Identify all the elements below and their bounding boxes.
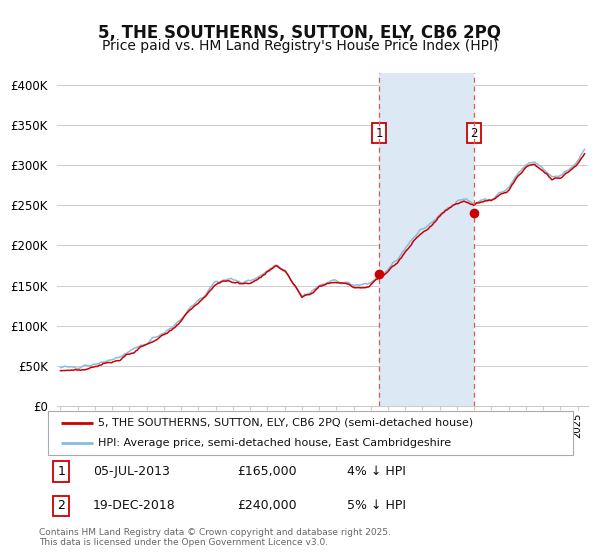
- Text: Price paid vs. HM Land Registry's House Price Index (HPI): Price paid vs. HM Land Registry's House …: [102, 39, 498, 53]
- Text: £165,000: £165,000: [237, 465, 296, 478]
- Text: 5, THE SOUTHERNS, SUTTON, ELY, CB6 2PQ: 5, THE SOUTHERNS, SUTTON, ELY, CB6 2PQ: [98, 24, 502, 42]
- Text: 5% ↓ HPI: 5% ↓ HPI: [347, 500, 406, 512]
- Text: £240,000: £240,000: [237, 500, 296, 512]
- Text: 19-DEC-2018: 19-DEC-2018: [92, 500, 175, 512]
- Text: 05-JUL-2013: 05-JUL-2013: [92, 465, 170, 478]
- Bar: [379, 73, 473, 406]
- Text: 2: 2: [470, 127, 478, 139]
- Text: 1: 1: [57, 465, 65, 478]
- Text: 5, THE SOUTHERNS, SUTTON, ELY, CB6 2PQ (semi-detached house): 5, THE SOUTHERNS, SUTTON, ELY, CB6 2PQ (…: [98, 418, 473, 428]
- Text: HPI: Average price, semi-detached house, East Cambridgeshire: HPI: Average price, semi-detached house,…: [98, 438, 451, 448]
- Text: 2: 2: [57, 500, 65, 512]
- Text: 4% ↓ HPI: 4% ↓ HPI: [347, 465, 406, 478]
- Text: 1: 1: [376, 127, 383, 139]
- Text: Contains HM Land Registry data © Crown copyright and database right 2025.
This d: Contains HM Land Registry data © Crown c…: [39, 528, 391, 547]
